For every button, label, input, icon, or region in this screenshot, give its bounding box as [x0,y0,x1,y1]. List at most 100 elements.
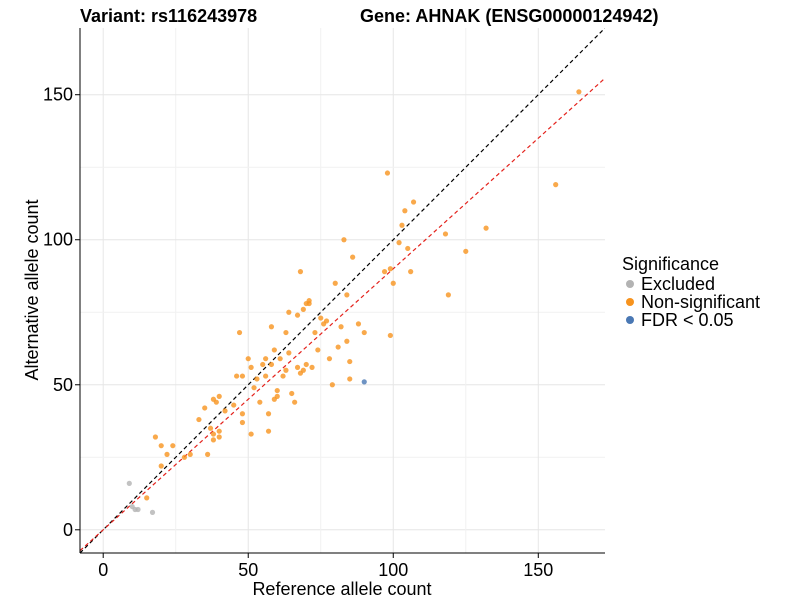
data-point-non-significant [381,269,388,275]
legend-label: Non-significant [641,292,760,312]
data-point-non-significant [216,428,222,434]
data-point-non-significant [576,89,582,95]
data-point-non-significant [268,361,275,368]
data-point-non-significant [347,358,353,365]
data-point-non-significant [384,170,391,176]
data-point-non-significant [283,329,289,336]
data-point-non-significant [402,208,408,214]
data-point-non-significant [216,434,222,440]
data-point-non-significant [553,182,559,188]
data-point-fdr-0-05 [361,379,367,385]
y-tick-label: 50 [53,375,73,395]
reference-line-identity [80,28,605,553]
data-point-non-significant [268,324,275,330]
data-point-non-significant [396,240,402,246]
data-point-non-significant [332,280,338,286]
data-point-non-significant [271,347,277,353]
data-point-non-significant [254,376,260,382]
data-point-non-significant [152,434,159,440]
data-point-non-significant [144,495,150,501]
legend-label: Excluded [641,274,715,294]
data-point-non-significant [263,356,269,362]
data-point-non-significant [309,364,315,370]
data-point-non-significant [196,416,202,423]
chart-title-variant: Variant: rs116243978 [80,6,257,26]
data-point-non-significant [361,329,367,336]
data-point-non-significant [274,393,280,399]
data-point-non-significant [265,411,272,417]
data-point-non-significant [265,428,272,434]
data-point-non-significant [286,309,292,315]
y-axis-title: Alternative allele count [22,199,42,380]
data-point-non-significant [303,361,309,368]
data-point-non-significant [280,373,286,379]
y-tick-label: 150 [43,85,73,105]
data-point-non-significant [205,451,211,457]
data-point-excluded [149,509,156,515]
axis-ticks: 0 50 100 150 0 50 100 150 [43,85,553,580]
data-point-non-significant [210,437,217,443]
data-point-non-significant [387,266,393,272]
data-point-non-significant [239,419,246,426]
data-point-non-significant [306,298,312,304]
data-point-non-significant [387,332,393,339]
data-point-non-significant [213,399,219,405]
data-point-non-significant [263,373,269,379]
data-point-non-significant [181,454,188,460]
data-point-excluded [135,506,141,513]
data-point-non-significant [292,399,298,405]
data-point-non-significant [312,329,318,336]
data-point-non-significant [344,292,350,298]
data-point-non-significant [323,318,330,324]
y-tick-label: 100 [43,230,73,250]
data-point-non-significant [164,451,170,457]
reference-lines [80,28,605,553]
data-point-non-significant [289,390,295,397]
data-point-non-significant [294,364,301,370]
data-point-non-significant [315,347,321,353]
data-point-non-significant [318,315,324,321]
data-point-non-significant [158,443,164,449]
data-point-non-significant [410,199,417,205]
data-point-non-significant [344,338,350,344]
data-points [126,89,582,515]
data-point-non-significant [216,393,222,399]
data-point-non-significant [207,425,214,431]
data-point-non-significant [329,382,335,388]
data-point-non-significant [187,451,193,457]
data-point-non-significant [300,306,306,312]
data-point-non-significant [326,356,333,362]
x-axis-title: Reference allele count [252,579,431,599]
data-point-non-significant [248,364,254,370]
data-point-non-significant [248,431,254,437]
y-tick-label: 0 [63,520,73,540]
data-point-non-significant [463,248,469,254]
reference-line-fit [80,77,605,552]
legend: Significance ExcludedNon-significantFDR … [622,254,760,330]
data-point-non-significant [202,405,208,411]
legend-swatch [626,316,634,324]
data-point-excluded [126,480,132,486]
x-tick-label: 0 [98,560,108,580]
data-point-non-significant [274,387,280,394]
data-point-non-significant [251,385,257,391]
data-point-non-significant [257,399,263,405]
data-point-non-significant [239,373,246,379]
data-point-non-significant [170,443,176,449]
legend-swatch [626,298,634,306]
data-point-non-significant [286,350,292,356]
data-point-non-significant [158,463,164,469]
data-point-non-significant [260,361,266,368]
data-point-non-significant [350,254,356,260]
data-point-non-significant [245,356,251,362]
data-point-non-significant [234,373,240,379]
data-point-non-significant [210,431,217,437]
data-point-non-significant [341,237,347,243]
data-point-non-significant [405,245,411,252]
data-point-non-significant [390,280,396,286]
data-point-non-significant [294,312,301,318]
data-point-non-significant [335,344,341,350]
data-point-non-significant [445,292,451,298]
data-point-non-significant [355,321,362,327]
